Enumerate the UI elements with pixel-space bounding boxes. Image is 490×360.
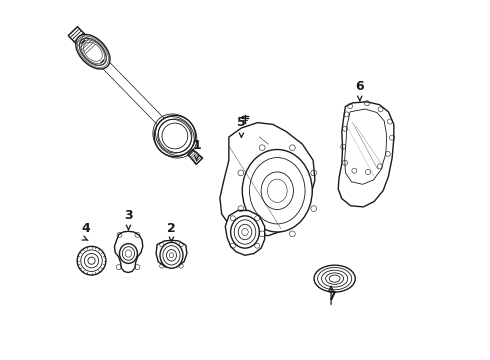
Ellipse shape [314, 265, 355, 292]
Ellipse shape [120, 244, 137, 264]
Ellipse shape [243, 149, 312, 232]
Text: 2: 2 [167, 222, 176, 235]
Ellipse shape [154, 115, 196, 157]
Text: 7: 7 [327, 290, 336, 303]
Ellipse shape [76, 35, 110, 69]
Text: 1: 1 [192, 139, 201, 152]
Polygon shape [68, 27, 95, 54]
Text: 3: 3 [124, 210, 133, 222]
Ellipse shape [231, 216, 259, 248]
Text: 6: 6 [355, 80, 364, 93]
Polygon shape [188, 150, 203, 165]
Polygon shape [115, 231, 143, 273]
Text: 5: 5 [237, 116, 246, 129]
Polygon shape [156, 240, 187, 268]
Circle shape [77, 246, 106, 275]
Polygon shape [220, 123, 315, 235]
Polygon shape [338, 102, 394, 207]
Text: 4: 4 [81, 222, 90, 235]
Polygon shape [225, 211, 265, 255]
Ellipse shape [160, 242, 183, 268]
Polygon shape [102, 61, 169, 130]
